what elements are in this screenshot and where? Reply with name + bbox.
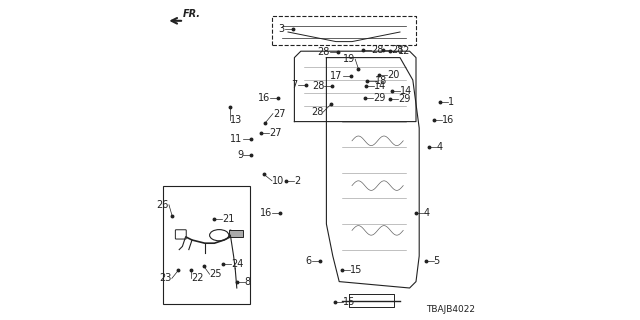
Text: 4: 4	[437, 142, 443, 152]
Text: 13: 13	[230, 115, 242, 125]
Text: 28: 28	[311, 107, 323, 117]
Text: 28: 28	[371, 44, 383, 55]
FancyBboxPatch shape	[175, 230, 186, 239]
Text: 27: 27	[269, 128, 282, 138]
Text: 12: 12	[398, 46, 410, 56]
Text: 28: 28	[312, 81, 324, 92]
Text: 21: 21	[222, 214, 234, 224]
Bar	[163, 186, 250, 304]
Text: 28: 28	[392, 44, 404, 55]
Text: 11: 11	[230, 134, 243, 144]
Text: 25: 25	[210, 269, 222, 279]
Text: 20: 20	[387, 70, 399, 80]
Text: 15: 15	[349, 265, 362, 276]
Text: TBAJB4022: TBAJB4022	[426, 305, 475, 314]
Text: 22: 22	[191, 273, 204, 284]
Text: 15: 15	[344, 297, 356, 308]
Bar	[229, 230, 243, 237]
Text: 9: 9	[237, 150, 243, 160]
Text: 10: 10	[272, 176, 284, 186]
Text: 23: 23	[159, 273, 172, 284]
Text: 4: 4	[424, 208, 430, 218]
Text: 3: 3	[278, 24, 285, 34]
Text: 1: 1	[448, 97, 454, 108]
Text: 26: 26	[157, 200, 169, 210]
Text: 5: 5	[434, 256, 440, 266]
Text: 16: 16	[260, 208, 272, 218]
Text: 29: 29	[398, 93, 410, 104]
Text: 6: 6	[306, 256, 312, 266]
Text: 24: 24	[232, 259, 244, 269]
Text: 16: 16	[442, 115, 454, 125]
Text: 19: 19	[343, 54, 355, 64]
Text: 2: 2	[294, 176, 301, 186]
Text: 14: 14	[374, 81, 387, 92]
Text: FR.: FR.	[182, 9, 200, 19]
Text: 14: 14	[399, 86, 412, 96]
Text: 8: 8	[245, 276, 251, 287]
Text: 17: 17	[330, 71, 343, 81]
Text: 16: 16	[258, 92, 270, 103]
Text: 27: 27	[273, 108, 285, 119]
Text: 29: 29	[372, 92, 385, 103]
Text: 28: 28	[317, 47, 330, 57]
Text: 7: 7	[291, 80, 298, 90]
Text: 18: 18	[375, 76, 388, 86]
